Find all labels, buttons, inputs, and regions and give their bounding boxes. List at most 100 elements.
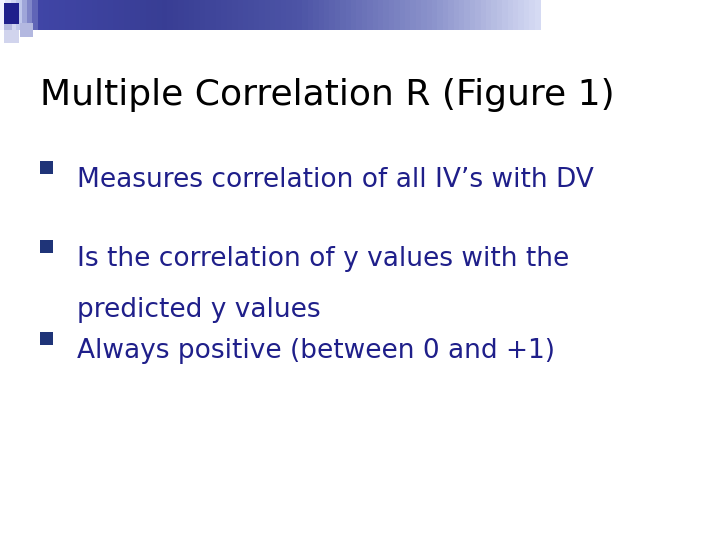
Bar	[308, 0, 314, 30]
Bar	[356, 0, 362, 30]
Bar	[443, 0, 449, 30]
Bar	[40, 161, 53, 174]
Bar	[346, 0, 351, 30]
Bar	[4, 3, 19, 24]
Bar	[253, 0, 260, 30]
Bar	[189, 0, 195, 30]
Bar	[524, 0, 530, 30]
Bar	[513, 0, 519, 30]
Bar	[65, 0, 71, 30]
Bar	[243, 0, 249, 30]
Bar	[86, 0, 92, 30]
Bar	[508, 0, 513, 30]
Bar	[287, 0, 292, 30]
Bar	[335, 0, 341, 30]
Bar	[0, 0, 6, 30]
Bar	[81, 0, 87, 30]
Bar	[373, 0, 379, 30]
Bar	[248, 0, 255, 30]
Bar	[232, 0, 238, 30]
Bar	[281, 0, 287, 30]
Bar	[421, 0, 427, 30]
Bar	[302, 0, 309, 30]
Bar	[292, 0, 298, 30]
Bar	[297, 0, 303, 30]
Bar	[469, 0, 476, 30]
Bar	[459, 0, 465, 30]
Bar	[156, 0, 163, 30]
Bar	[448, 0, 454, 30]
Bar	[199, 0, 206, 30]
Bar	[4, 30, 19, 43]
Bar	[378, 0, 384, 30]
Bar	[383, 0, 390, 30]
Bar	[216, 0, 222, 30]
Bar	[140, 0, 147, 30]
Bar	[6, 0, 12, 30]
Bar	[222, 0, 228, 30]
Bar	[454, 0, 459, 30]
Bar	[11, 0, 17, 30]
Text: Always positive (between 0 and +1): Always positive (between 0 and +1)	[77, 338, 555, 363]
Bar	[27, 0, 33, 30]
Bar	[438, 0, 444, 30]
Bar	[49, 0, 55, 30]
Bar	[130, 0, 135, 30]
Bar	[103, 0, 109, 30]
Bar	[367, 0, 373, 30]
Text: predicted y values: predicted y values	[77, 297, 320, 323]
Bar	[227, 0, 233, 30]
Bar	[125, 0, 130, 30]
Bar	[486, 0, 492, 30]
Bar	[145, 0, 152, 30]
Bar	[351, 0, 357, 30]
Bar	[135, 0, 141, 30]
Bar	[173, 0, 179, 30]
Bar	[265, 0, 271, 30]
Bar	[40, 332, 53, 345]
Bar	[92, 0, 98, 30]
Bar	[319, 0, 325, 30]
Text: Multiple Correlation R (Figure 1): Multiple Correlation R (Figure 1)	[40, 78, 614, 112]
Bar	[534, 0, 541, 30]
Bar	[259, 0, 265, 30]
Bar	[481, 0, 487, 30]
Bar	[43, 0, 49, 30]
Bar	[330, 0, 336, 30]
Bar	[4, 24, 12, 30]
Bar	[16, 0, 22, 30]
Bar	[275, 0, 282, 30]
Bar	[108, 0, 114, 30]
Bar	[97, 0, 104, 30]
Bar	[432, 0, 438, 30]
Bar	[389, 0, 395, 30]
Bar	[194, 0, 200, 30]
Bar	[119, 0, 125, 30]
Bar	[162, 0, 168, 30]
Bar	[395, 0, 400, 30]
Bar	[179, 0, 184, 30]
Bar	[32, 0, 39, 30]
Bar	[167, 0, 174, 30]
Bar	[20, 23, 33, 37]
Bar	[76, 0, 82, 30]
Text: Is the correlation of y values with the: Is the correlation of y values with the	[77, 246, 570, 272]
Bar	[410, 0, 416, 30]
Text: Measures correlation of all IV’s with DV: Measures correlation of all IV’s with DV	[77, 167, 594, 193]
Bar	[497, 0, 503, 30]
Bar	[270, 0, 276, 30]
Bar	[184, 0, 190, 30]
Bar	[491, 0, 498, 30]
Bar	[503, 0, 508, 30]
Bar	[400, 0, 405, 30]
Bar	[210, 0, 217, 30]
Bar	[313, 0, 319, 30]
Bar	[54, 0, 60, 30]
Bar	[114, 0, 120, 30]
Bar	[362, 0, 368, 30]
Bar	[529, 0, 536, 30]
Bar	[71, 0, 76, 30]
Bar	[341, 0, 346, 30]
Bar	[22, 0, 27, 30]
Bar	[426, 0, 433, 30]
